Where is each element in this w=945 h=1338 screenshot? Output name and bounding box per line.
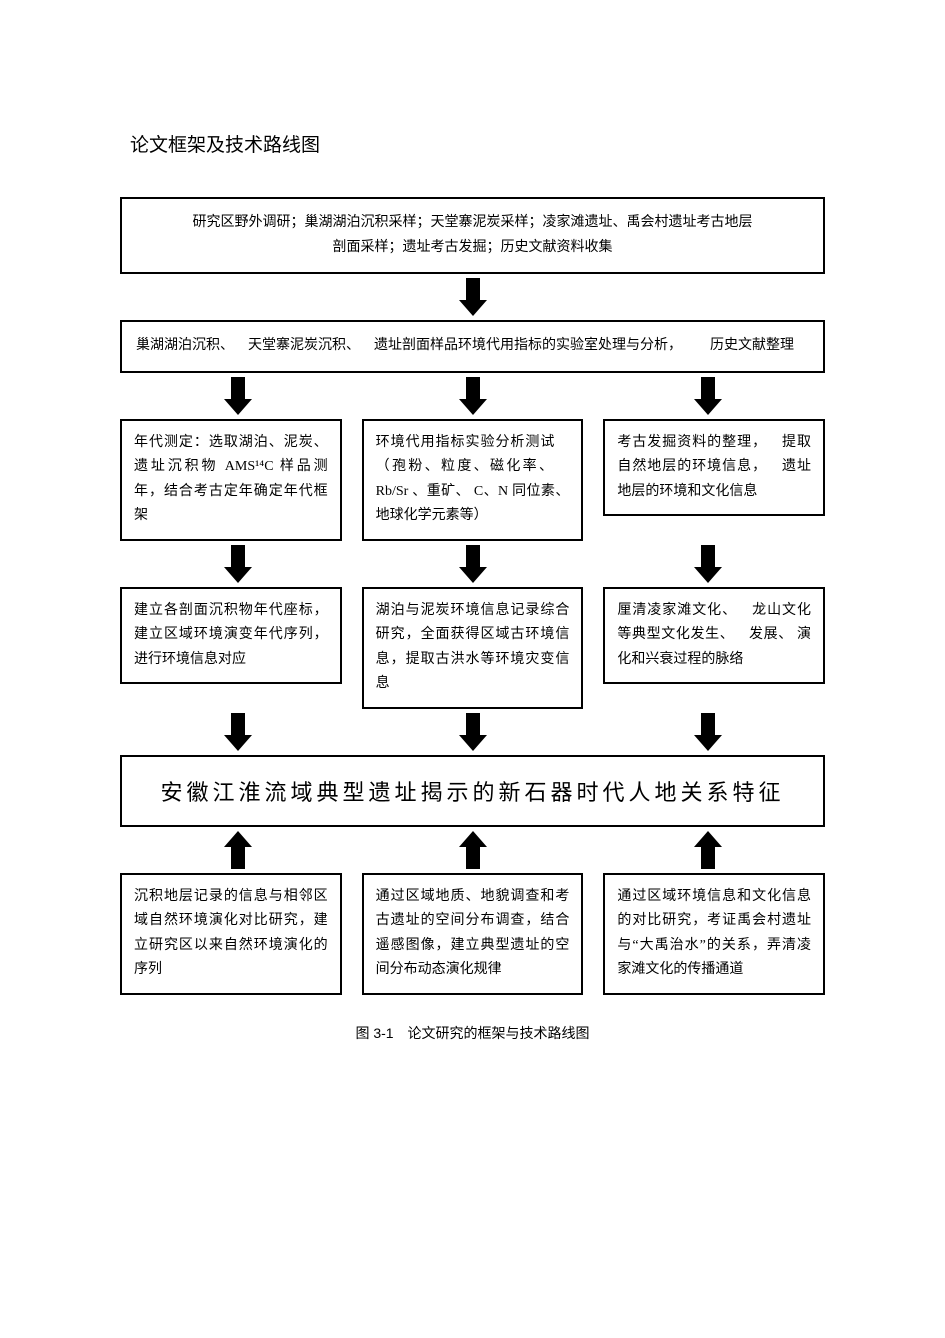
row-synthesis: 建立各剖面沉积物年代座标，建立区域环境演变年代序列，进行环境信息对应 湖泊与泥炭…: [120, 587, 825, 709]
arrow-r1-r2: [120, 274, 825, 320]
arrows-r2-r3: [120, 373, 825, 419]
arrows-r6-center: [120, 827, 825, 873]
node-dating: 年代测定：选取湖泊、泥炭、遗址沉积物 AMS¹⁴C 样品测年，结合考古定年确定年…: [120, 419, 342, 541]
flowchart: 研究区野外调研；巢湖湖泊沉积采样；天堂寨泥炭采样；凌家滩遗址、禹会村遗址考古地层…: [120, 197, 825, 995]
node-fieldwork-line1: 研究区野外调研；巢湖湖泊沉积采样；天堂寨泥炭采样；凌家滩遗址、禹会村遗址考古地层: [142, 211, 803, 236]
row-methods: 年代测定：选取湖泊、泥炭、遗址沉积物 AMS¹⁴C 样品测年，结合考古定年确定年…: [120, 419, 825, 541]
node-archaeo-data: 考古发掘资料的整理， 提取自然地层的环境信息， 遗址地层的环境和文化信息: [603, 419, 825, 517]
arrows-r3-r4: [120, 541, 825, 587]
arrows-r4-center: [120, 709, 825, 755]
section-title: 论文框架及技术路线图: [120, 130, 825, 157]
node-spatial-distribution: 通过区域地质、地貌调查和考古遗址的空间分布调查，结合遥感图像，建立典型遗址的空间…: [362, 873, 584, 995]
node-fieldwork-line2: 剖面采样；遗址考古发掘；历史文献资料收集: [142, 236, 803, 261]
node-lab-processing-text: 巢湖湖泊沉积、 天堂寨泥炭沉积、 遗址剖面样品环境代用指标的实验室处理与分析， …: [136, 338, 794, 353]
node-culture-sequence: 厘清凌家滩文化、 龙山文化等典型文化发生、 发展、 演化和兴衰过程的脉络: [603, 587, 825, 685]
node-culture-env-compare: 通过区域环境信息和文化信息的对比研究，考证禹会村遗址与“大禹治水”的关系，弄清凌…: [603, 873, 825, 995]
page: 论文框架及技术路线图 研究区野外调研；巢湖湖泊沉积采样；天堂寨泥炭采样；凌家滩遗…: [0, 0, 945, 1103]
node-proxy-analysis: 环境代用指标实验分析测试 （孢粉、粒度、磁化率、 Rb/Sr 、重矿、 C、N …: [362, 419, 584, 541]
node-stratigraphy-compare: 沉积地层记录的信息与相邻区域自然环境演化对比研究，建立研究区以来自然环境演化的序…: [120, 873, 342, 995]
node-fieldwork: 研究区野外调研；巢湖湖泊沉积采样；天堂寨泥炭采样；凌家滩遗址、禹会村遗址考古地层…: [120, 197, 825, 274]
row-supporting: 沉积地层记录的信息与相邻区域自然环境演化对比研究，建立研究区以来自然环境演化的序…: [120, 873, 825, 995]
node-paleoenv: 湖泊与泥炭环境信息记录综合研究，全面获得区域古环境信息，提取古洪水等环境灾变信息: [362, 587, 584, 709]
node-central-thesis: 安徽江淮流域典型遗址揭示的新石器时代人地关系特征: [120, 755, 825, 827]
figure-caption: 图 3-1 论文研究的框架与技术路线图: [120, 1023, 825, 1043]
node-chronology: 建立各剖面沉积物年代座标，建立区域环境演变年代序列，进行环境信息对应: [120, 587, 342, 685]
node-lab-processing: 巢湖湖泊沉积、 天堂寨泥炭沉积、 遗址剖面样品环境代用指标的实验室处理与分析， …: [120, 320, 825, 373]
